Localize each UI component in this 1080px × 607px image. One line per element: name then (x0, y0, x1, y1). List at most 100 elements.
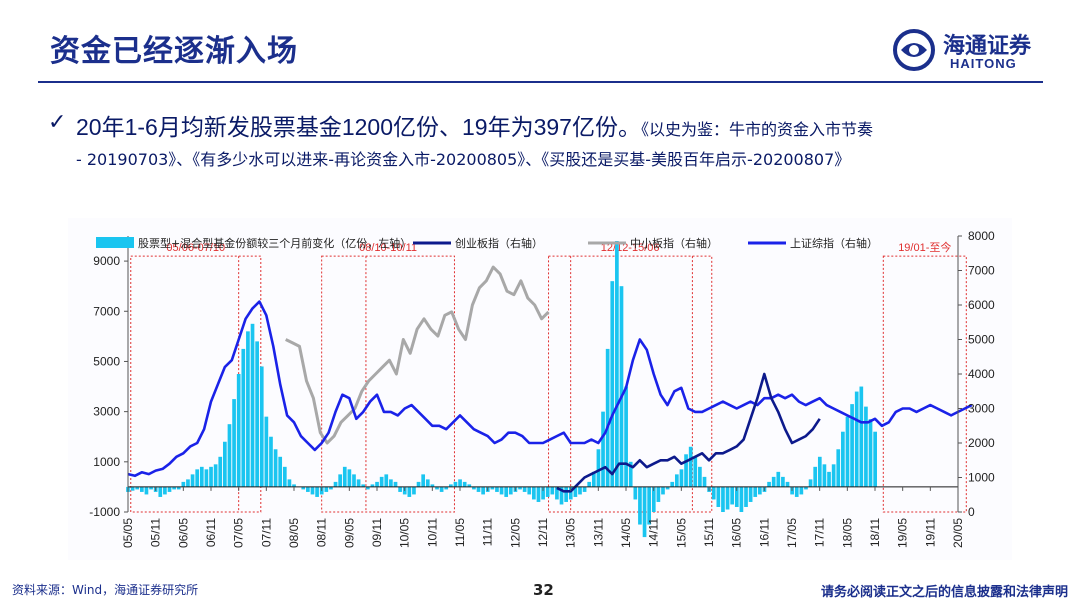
fund-change-bar (259, 366, 264, 487)
logo-english-name: HAITONG (950, 56, 1017, 71)
report-reference-2: - 20190703》、《有多少水可以进来-再论资金入市-20200805》、《… (76, 150, 851, 169)
x-tick-label: 17/11 (813, 518, 827, 547)
fund-change-bar (559, 486, 564, 505)
fund-change-bar (785, 481, 790, 487)
cyb-index-line (556, 372, 821, 493)
fund-change-bar (213, 464, 218, 487)
fund-change-bar (804, 486, 808, 490)
fund-change-bar (333, 481, 338, 487)
fund-change-bar (568, 486, 573, 500)
fund-change-bar (139, 486, 144, 492)
key-point-text: 20年1-6月均新发股票基金1200亿份、19年为397亿份。 (76, 114, 641, 140)
fund-change-bar (619, 286, 624, 487)
fund-change-bar (647, 486, 652, 525)
fund-change-bar (725, 486, 730, 510)
fund-change-bar (624, 386, 628, 487)
fund-change-bar (306, 486, 310, 492)
fund-change-bar (693, 456, 698, 487)
fund-change-bar (144, 486, 149, 495)
fund-change-bar (209, 466, 213, 487)
fund-change-bar (135, 486, 140, 490)
fund-change-bar (163, 486, 167, 495)
x-tick-label: 15/05 (674, 518, 688, 548)
fund-change-bar (499, 486, 504, 495)
x-tick-label: 19/05 (896, 518, 910, 548)
fund-change-bar (799, 486, 804, 495)
fund-change-bar (508, 486, 513, 495)
fund-change-bar (204, 469, 209, 487)
fund-change-bar (342, 466, 347, 487)
right-tick-label: 1000 (968, 471, 995, 485)
fund-change-bar (149, 486, 153, 490)
fund-change-bar (845, 416, 850, 487)
fund-change-bar (674, 474, 679, 487)
fund-change-bar (490, 486, 495, 490)
x-tick-label: 18/05 (840, 518, 854, 548)
fund-change-bar (421, 474, 426, 487)
fund-change-bar (278, 456, 283, 487)
haitong-logo: 海通证券 HAITONG (888, 28, 1048, 74)
fund-change-bar (758, 486, 762, 495)
x-tick-label: 06/11 (204, 518, 218, 547)
fund-change-bar (347, 469, 352, 487)
x-tick-label: 19/11 (923, 518, 937, 547)
fund-change-bar (550, 486, 555, 495)
fund-change-bar (292, 484, 296, 487)
fund-change-bar (578, 486, 582, 495)
haitong-logo-icon (893, 29, 935, 71)
x-tick-label: 10/11 (425, 518, 439, 547)
legend-label-0: 股票型+混合型基金份额较三个月前变化（亿份，左轴） (138, 236, 411, 250)
logo-chinese-name: 海通证券 (943, 33, 1032, 59)
fund-change-bar (269, 436, 273, 487)
fund-change-bar (481, 486, 485, 495)
fund-change-bar (223, 441, 227, 487)
right-tick-label: 6000 (968, 298, 995, 312)
x-tick-label: 11/05 (453, 518, 467, 547)
fund-change-bar (522, 486, 527, 492)
fund-change-bar (781, 476, 785, 487)
fund-change-bar (130, 486, 135, 491)
fund-change-bar (656, 486, 661, 502)
fund-change-bar (808, 479, 813, 487)
period-label-1: 08/10-10/11 (359, 242, 417, 254)
left-tick-label: 5000 (93, 354, 120, 368)
fund-change-bar (495, 486, 499, 492)
fund-change-bar (315, 486, 319, 497)
fund-change-bar (255, 341, 259, 487)
period-box-2 (548, 255, 713, 513)
fund-change-bar (250, 323, 255, 487)
fund-change-bar (227, 424, 232, 487)
key-point-line-1: 20年1-6月均新发股票基金1200亿份、19年为397亿份。《以史为鉴：牛市的… (76, 108, 873, 142)
legend-swatch-0 (96, 237, 134, 248)
legend-label-2: 中小板指（右轴） (630, 236, 718, 250)
fund-change-bar (734, 486, 739, 507)
fund-change-bar (236, 374, 241, 487)
fund-change-bar (859, 386, 864, 487)
fund-change-bar (329, 486, 333, 490)
fund-change-bar (817, 456, 822, 487)
fund-change-bar (679, 469, 684, 487)
fund-change-bar (186, 479, 190, 487)
fund-change-bar (698, 466, 702, 487)
fund-change-bar (555, 486, 559, 500)
fund-change-bar (582, 486, 587, 492)
x-tick-label: 16/11 (757, 518, 771, 547)
fund-change-bar (822, 464, 827, 487)
fund-change-bar (472, 486, 476, 490)
zxb-index-line (285, 265, 550, 445)
fund-change-bar (536, 486, 541, 502)
fund-change-bar (684, 454, 688, 487)
fund-change-bar (241, 348, 246, 487)
fund-change-bar (439, 486, 444, 492)
fund-change-bar (462, 481, 467, 487)
fund-change-bar (195, 469, 200, 487)
x-tick-label: 07/05 (232, 518, 246, 548)
fund-change-bar (633, 486, 638, 500)
header-divider (38, 81, 1043, 83)
fund-change-bar (545, 486, 550, 497)
fund-change-bar (854, 391, 859, 487)
fund-change-bar (827, 471, 831, 487)
x-tick-label: 18/11 (868, 518, 882, 547)
fund-change-bar (167, 486, 172, 492)
x-tick-label: 09/05 (342, 518, 356, 548)
